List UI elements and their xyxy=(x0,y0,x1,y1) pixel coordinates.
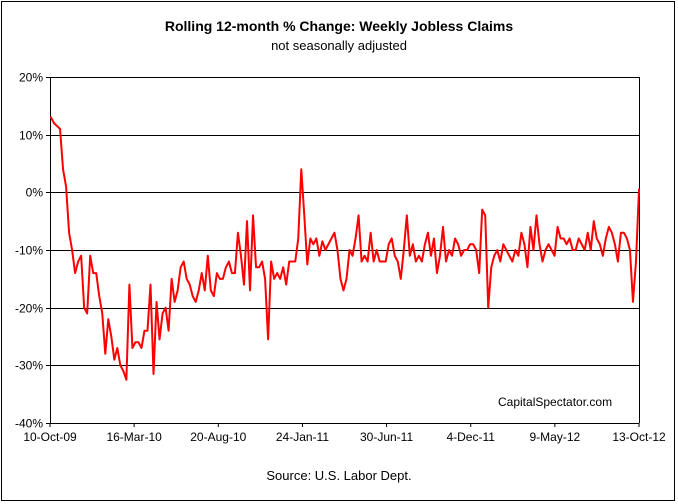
y-tick-label: -10% xyxy=(15,244,43,258)
x-axis-tick-labels: 10-Oct-09 16-Mar-10 20-Aug-10 24-Jan-11 30-J… xyxy=(23,430,666,444)
y-tick-label: 20% xyxy=(19,71,43,85)
axes xyxy=(46,77,640,427)
y-tick-label: -20% xyxy=(15,302,43,316)
x-tick-label: 16-Mar-10 xyxy=(106,430,162,444)
x-tick-label: 4-Dec-11 xyxy=(446,430,495,444)
watermark-text: CapitalSpectator.com xyxy=(498,395,612,409)
x-tick-label: 10-Oct-09 xyxy=(23,430,77,444)
x-tick-label: 9-May-12 xyxy=(530,430,581,444)
y-tick-label: 10% xyxy=(19,129,43,143)
y-axis-tick-labels: 20% 10% 0% -10% -20% -30% -40% xyxy=(15,71,43,431)
series-line-1 xyxy=(50,116,640,381)
y-tick-label: 0% xyxy=(26,186,44,200)
x-tick-label: 24-Jan-11 xyxy=(276,430,329,444)
x-tick-label: 13-Oct-12 xyxy=(612,430,666,444)
series-layer xyxy=(50,116,640,381)
source-note: Source: U.S. Labor Dept. xyxy=(266,468,412,483)
chart-title: Rolling 12-month % Change: Weekly Jobles… xyxy=(164,18,514,34)
y-tick-label: -40% xyxy=(15,417,43,431)
chart-subtitle: not seasonally adjusted xyxy=(271,38,407,53)
x-tick-label: 20-Aug-10 xyxy=(190,430,246,444)
y-tick-label: -30% xyxy=(15,359,43,373)
gridlines xyxy=(50,77,639,424)
x-tick-label: 30-Jun-11 xyxy=(360,430,413,444)
